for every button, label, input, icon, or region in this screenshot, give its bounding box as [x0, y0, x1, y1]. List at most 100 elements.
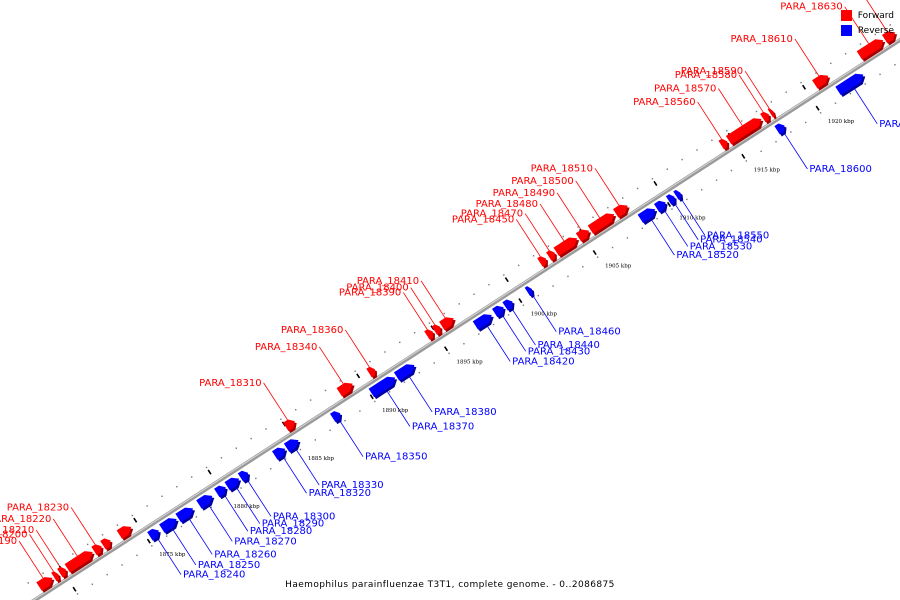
gene-unlabeled[interactable] [100, 538, 113, 552]
gene-label: PARA_18390 [339, 287, 401, 298]
gene-para_18510[interactable] [613, 204, 630, 220]
gene-para_18550[interactable] [673, 189, 684, 202]
gene-para_18390[interactable] [424, 329, 435, 342]
minor-tick [131, 514, 133, 517]
minor-tick [503, 274, 505, 276]
gene-para_18310[interactable] [283, 419, 297, 434]
leader-line [594, 168, 620, 206]
gene-para_18440[interactable] [502, 299, 515, 313]
gene-label: PARA_18620 [879, 119, 900, 130]
gene-para_18360[interactable] [366, 366, 377, 380]
leader-line [402, 292, 428, 330]
gene-body [424, 329, 433, 340]
leader-line [29, 534, 54, 572]
gene-label: PARA_18340 [255, 342, 317, 353]
gene-para_18520[interactable] [637, 208, 658, 225]
leader-line [318, 346, 344, 384]
gene-body [673, 189, 682, 200]
gene-body [502, 299, 513, 311]
gene-para_18400[interactable] [431, 324, 443, 337]
minor-tick [819, 112, 822, 114]
minor-tick [324, 389, 327, 392]
gene-body [524, 286, 533, 297]
gene-body [553, 237, 578, 256]
gene-para_18380[interactable] [393, 364, 417, 383]
gene-para_18320[interactable] [272, 447, 288, 462]
gene-body [51, 571, 60, 582]
leader-line [697, 101, 722, 140]
minor-tick [329, 429, 331, 432]
gene-para_18450[interactable] [537, 256, 548, 269]
gene-body [613, 204, 628, 218]
label-lines-layer [18, 0, 888, 579]
gene-para_18500[interactable] [587, 213, 617, 236]
gene-para_18410[interactable] [439, 317, 456, 333]
gene-para_18330[interactable] [283, 439, 301, 454]
gene-para_18290[interactable] [224, 477, 242, 493]
gene-para_18480[interactable] [553, 237, 580, 259]
leader-line [208, 504, 233, 542]
minor-tick [844, 53, 847, 55]
gene-para_18470[interactable] [546, 250, 557, 263]
minor-tick [740, 120, 743, 122]
major-tick-upper [504, 277, 509, 283]
gene-para_18250[interactable] [159, 518, 179, 535]
leader-line [539, 203, 565, 242]
gene-label: PARA_18470 [461, 209, 523, 220]
gene-para_18580[interactable] [760, 111, 771, 125]
gene-para_18600[interactable] [774, 123, 787, 137]
gene-para_18280[interactable] [214, 485, 228, 500]
gene-para_18490[interactable] [575, 229, 591, 244]
reverse-swatch [840, 25, 852, 36]
minor-tick [403, 381, 406, 383]
gene-body [36, 577, 53, 591]
gene-label: PARA_18210 [0, 525, 34, 536]
leader-line [524, 213, 550, 251]
minor-tick [433, 362, 435, 364]
gene-body [159, 518, 177, 533]
gene-para_18220[interactable] [64, 551, 95, 575]
gene-para_18340[interactable] [336, 382, 355, 399]
leader-line [866, 0, 888, 32]
gene-body [91, 544, 102, 556]
minor-tick [399, 341, 401, 344]
gene-para_18420[interactable] [472, 314, 494, 332]
gene-para_18210[interactable] [57, 566, 68, 580]
gene-para_18530[interactable] [654, 200, 668, 215]
gene-para_18350[interactable] [330, 411, 343, 425]
minor-tick [220, 457, 223, 459]
gene-para_18610[interactable] [812, 74, 831, 91]
gene-para_18240[interactable] [147, 528, 161, 543]
gene-para_18630[interactable] [856, 39, 886, 62]
gene-para_18260[interactable] [175, 507, 195, 525]
gene-para_18540[interactable] [665, 194, 677, 207]
gene-para_18200[interactable] [51, 571, 62, 584]
major-tick-upper [207, 469, 212, 475]
gene-para_18270[interactable] [196, 495, 215, 511]
gene-para_18190[interactable] [36, 577, 55, 593]
tick-label: 1890 kbp [382, 408, 409, 414]
minor-tick [72, 553, 74, 555]
gene-label: PARA_18330 [321, 480, 383, 491]
minor-tick [443, 312, 446, 315]
gene-para_18620[interactable] [835, 73, 866, 97]
leader-line [52, 518, 78, 557]
minor-tick [730, 169, 733, 172]
gene-para_18230[interactable] [91, 544, 104, 558]
gene-para_18560[interactable] [718, 138, 730, 152]
leader-line [70, 507, 96, 545]
gene-para_18570[interactable] [725, 118, 764, 147]
gene-para_18370[interactable] [368, 376, 398, 400]
gene-unlabeled[interactable] [116, 526, 134, 541]
minor-tick [805, 121, 807, 124]
minor-tick [522, 304, 525, 306]
gene-para_18430[interactable] [492, 305, 506, 320]
gene-para_18590[interactable] [767, 108, 777, 120]
gene-para_18460[interactable] [524, 286, 535, 299]
gene-para_18640[interactable] [882, 31, 898, 46]
gene-body [587, 213, 615, 234]
gene-body [393, 364, 415, 381]
gene-label: PARA_18250 [198, 560, 260, 571]
gene-para_18300[interactable] [237, 470, 250, 484]
